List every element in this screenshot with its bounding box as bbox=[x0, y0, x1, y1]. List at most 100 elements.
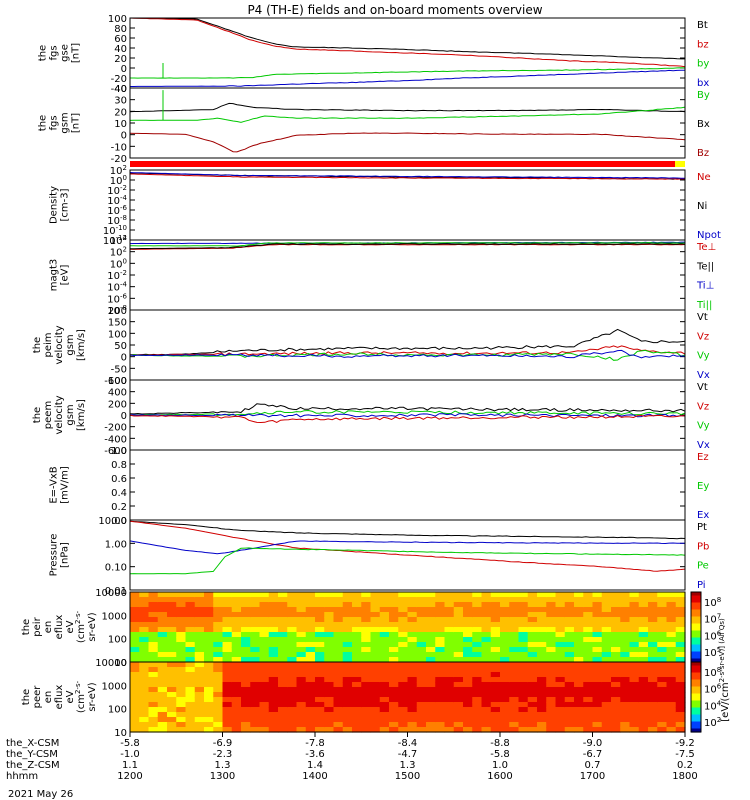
ytick-fgs-gse-2: 60 bbox=[114, 34, 127, 45]
ytick-fgs-gse-6: -20 bbox=[111, 74, 127, 85]
series-fgs-gse-red bbox=[129, 17, 686, 68]
legend-fgs-gse-3: bx bbox=[697, 78, 709, 89]
ytick-peim-velocity-6: -100 bbox=[104, 376, 127, 387]
ytick-pressure-3: 0.01 bbox=[105, 586, 127, 597]
ytick-fgs-gsm-5: -10 bbox=[111, 142, 127, 153]
xaxis-tick-hhmm-6: 1800 bbox=[672, 771, 697, 782]
series-pressure-black bbox=[129, 520, 686, 540]
legend-peem-velocity-2: Vy bbox=[697, 421, 710, 432]
legend-density-2: Npot bbox=[697, 230, 721, 241]
ylabel-peim-velocity-0: the bbox=[32, 337, 43, 353]
xaxis-tick-hhmm-2: 1400 bbox=[302, 771, 327, 782]
series-peem-velocity-black bbox=[129, 403, 686, 415]
plot-title: P4 (TH-E) fields and on-board moments ov… bbox=[247, 3, 542, 17]
series-fgs-gse-blue bbox=[130, 69, 686, 87]
series-temperature-black bbox=[130, 243, 686, 250]
legend-pressure-1: Pb bbox=[697, 541, 709, 552]
ytick-fgs-gsm-4: 0 bbox=[121, 131, 127, 142]
xaxis-tick-y-3: -4.7 bbox=[398, 749, 418, 760]
legend-fgs-gsm-1: Bx bbox=[697, 119, 710, 130]
ylabel-temperature-1: [eV] bbox=[60, 265, 71, 286]
xaxis-tick-hhmm-3: 1500 bbox=[395, 771, 420, 782]
colorbar-tick-peir-eflux-0: 108 bbox=[704, 596, 721, 609]
panel-peim-velocity: the peim velocity gsm [km/s] 200150100500-50-… bbox=[32, 306, 710, 387]
xaxis-tick-x-4: -8.8 bbox=[490, 738, 510, 749]
xaxis-tick-x-3: -8.4 bbox=[398, 738, 418, 749]
ytick-peem-velocity-4: -200 bbox=[104, 423, 127, 434]
ylabel-peir-eflux-0: the bbox=[21, 619, 32, 635]
ytick-fgs-gse-7: -40 bbox=[111, 84, 127, 95]
ylabel-peer-eflux-4: eV bbox=[65, 690, 76, 703]
legend-fgs-gse-1: bz bbox=[697, 39, 709, 50]
legend-peim-velocity-2: Vy bbox=[697, 351, 710, 362]
xaxis-tick-z-3: 1.3 bbox=[400, 760, 416, 771]
xaxis-tick-y-2: -3.6 bbox=[305, 749, 325, 760]
ylabel-peem-velocity-3: gsm bbox=[65, 404, 76, 425]
ytick-peir-eflux-0: 10000 bbox=[95, 588, 127, 599]
legend-pressure-2: Pe bbox=[697, 561, 709, 572]
ylabel-peem-velocity-4: [km/s] bbox=[76, 399, 87, 431]
legend-efield-2: Ex bbox=[697, 510, 709, 521]
ylabel-peir-eflux-3: eflux bbox=[54, 615, 65, 640]
ylabel-peem-velocity-1: peem bbox=[43, 401, 54, 429]
series-density-red bbox=[130, 173, 685, 180]
frame-fgs-gsm bbox=[129, 87, 686, 159]
legend-fgs-gsm-0: By bbox=[697, 90, 710, 101]
panel-peir-eflux: the peir en eflux eV (cm2-s-sr-eV) 10000 1000 10… bbox=[21, 588, 722, 669]
series-peim-velocity-blue bbox=[129, 349, 686, 359]
ytick-peem-velocity-1: 400 bbox=[108, 388, 127, 399]
ytick-fgs-gse-4: 20 bbox=[114, 54, 127, 65]
series-temperature-green bbox=[130, 242, 686, 247]
series-temperature-red bbox=[129, 243, 686, 250]
xaxis-tick-x-5: -9.0 bbox=[583, 738, 603, 749]
ylabel-fgs-gsm-3: [nT] bbox=[71, 113, 82, 133]
ytick-peem-velocity-6: -600 bbox=[104, 446, 127, 457]
legend-peim-velocity-1: Vz bbox=[697, 331, 709, 342]
series-fgs-gsm-darkred bbox=[129, 132, 686, 153]
ytick-fgs-gsm-6: -20 bbox=[111, 154, 127, 165]
ytick-pressure-0: 10.00 bbox=[98, 516, 127, 527]
ylabel-peem-velocity-0: the bbox=[32, 407, 43, 423]
ylabel-density-0: Density bbox=[49, 186, 60, 224]
ylabel-peer-eflux-0: the bbox=[21, 689, 32, 705]
ytick-peir-eflux-2: 100 bbox=[108, 635, 127, 646]
frame-temperature bbox=[129, 239, 686, 311]
xaxis-tick-z-0: 1.1 bbox=[122, 760, 138, 771]
xaxis-tick-hhmm-4: 1600 bbox=[487, 771, 512, 782]
ytick-pressure-2: 0.10 bbox=[105, 563, 127, 574]
ytick-fgs-gse-3: 40 bbox=[114, 44, 127, 55]
legend-density-0: Ne bbox=[697, 172, 711, 183]
xaxis-tick-z-1: 1.3 bbox=[215, 760, 231, 771]
ylabel-peim-velocity-3: gsm bbox=[65, 334, 76, 355]
ylabel-pressure-0: Pressure bbox=[49, 534, 60, 577]
frame-peem-velocity bbox=[129, 379, 686, 451]
ytick-efield-2: 0.6 bbox=[111, 474, 127, 485]
ylabel-pressure-1: [nPa] bbox=[60, 542, 71, 568]
xaxis-tick-y-0: -1.0 bbox=[120, 749, 140, 760]
series-pressure-blue bbox=[129, 540, 686, 555]
legend-efield-1: Ey bbox=[697, 481, 709, 492]
xaxis-tick-z-4: 1.0 bbox=[492, 760, 508, 771]
ytick-efield-5: 0.0 bbox=[111, 516, 127, 527]
ylabel-fgs-gse-2: gse bbox=[60, 44, 71, 62]
series-density-blue bbox=[129, 172, 686, 179]
legend-efield-0: Ez bbox=[697, 452, 709, 463]
xaxis-row-label-2: the_Z-CSM bbox=[6, 760, 60, 771]
series-peim-velocity-red bbox=[130, 345, 686, 357]
ytick-fgs-gsm-3: 10 bbox=[114, 119, 127, 130]
ytick-fgs-gsm-1: 30 bbox=[114, 96, 127, 107]
legend-temperature-0: Te⊥ bbox=[696, 242, 716, 253]
legend-pressure-0: Pt bbox=[697, 522, 707, 533]
ylabel-peer-eflux-1: peer bbox=[32, 685, 43, 709]
ylabel-peir-eflux-5: (cm2-s- bbox=[74, 610, 87, 643]
ylabel-peir-eflux-4: eV bbox=[65, 620, 76, 633]
ytick-fgs-gse-1: 80 bbox=[114, 24, 127, 35]
ylabel-peer-eflux-3: eflux bbox=[54, 685, 65, 710]
legend-pressure-3: Pi bbox=[697, 580, 706, 591]
legend-peem-velocity-1: Vz bbox=[697, 401, 709, 412]
quality-flag-end bbox=[675, 161, 685, 167]
quality-flag-bar bbox=[130, 161, 675, 167]
xaxis-tick-hhmm-5: 1700 bbox=[580, 771, 605, 782]
ytick-peer-eflux-3: 10 bbox=[114, 728, 127, 739]
